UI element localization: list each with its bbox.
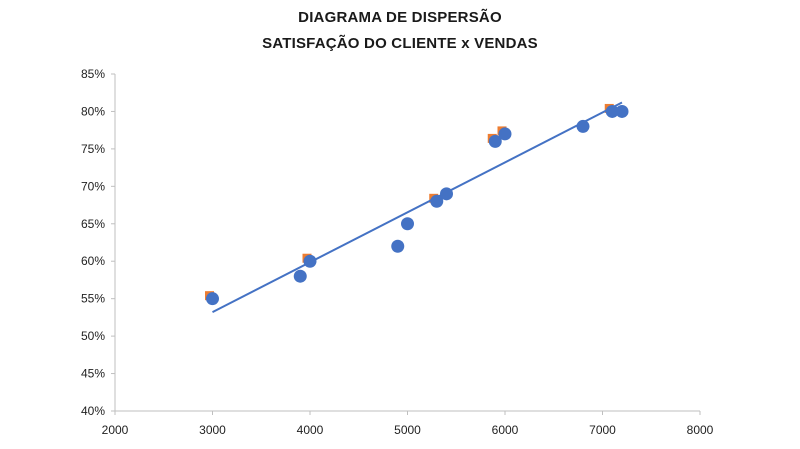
- y-tick-label: 85%: [81, 67, 105, 81]
- x-tick-label: 2000: [102, 423, 129, 437]
- x-tick-label: 7000: [589, 423, 616, 437]
- data-point: [401, 217, 414, 231]
- data-point: [293, 269, 307, 283]
- y-tick-label: 40%: [81, 404, 105, 418]
- data-point: [498, 127, 512, 141]
- data-point: [605, 104, 619, 118]
- y-tick-label: 80%: [81, 104, 105, 118]
- data-point: [615, 104, 629, 118]
- x-tick-label: 5000: [394, 423, 421, 437]
- data-point: [430, 194, 444, 208]
- data-point: [391, 239, 405, 253]
- data-point: [488, 134, 502, 148]
- y-tick-label: 50%: [81, 329, 105, 343]
- y-tick-label: 45%: [81, 367, 105, 381]
- data-point: [303, 254, 317, 268]
- data-point: [206, 292, 219, 306]
- y-tick-label: 65%: [81, 217, 105, 231]
- chart-subtitle: SATISFAÇÃO DO CLIENTE x VENDAS: [262, 35, 538, 52]
- x-tick-label: 3000: [199, 423, 226, 437]
- y-tick-label: 55%: [81, 292, 105, 306]
- data-point: [576, 119, 590, 133]
- y-tick-label: 60%: [81, 254, 105, 268]
- chart-title: DIAGRAMA DE DISPERSÃO: [298, 9, 502, 26]
- y-tick-label: 70%: [81, 179, 105, 193]
- x-tick-label: 4000: [297, 423, 324, 437]
- data-point: [440, 187, 453, 201]
- y-tick-label: 75%: [81, 142, 105, 156]
- x-tick-label: 6000: [492, 423, 519, 437]
- trendline: [212, 101, 623, 314]
- x-tick-label: 8000: [687, 423, 714, 437]
